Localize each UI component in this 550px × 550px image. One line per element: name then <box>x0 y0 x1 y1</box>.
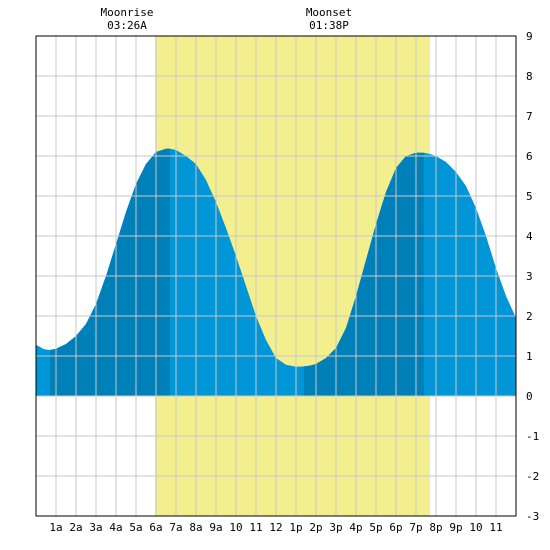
x-tick-label: 5a <box>129 521 142 534</box>
moon-event-time: 01:38P <box>309 19 349 32</box>
x-tick-label: 8p <box>429 521 442 534</box>
y-tick-label: 7 <box>526 110 533 123</box>
x-tick-label: 9a <box>209 521 222 534</box>
x-tick-label: 1a <box>49 521 62 534</box>
y-tick-label: 5 <box>526 190 533 203</box>
plot-frame <box>35 35 517 517</box>
x-tick-label: 8a <box>189 521 202 534</box>
x-tick-label: 3p <box>329 521 342 534</box>
y-tick-label: 8 <box>526 70 533 83</box>
y-tick-label: 4 <box>526 230 533 243</box>
y-tick-label: 0 <box>526 390 533 403</box>
x-tick-label: 9p <box>449 521 462 534</box>
x-tick-label: 5p <box>369 521 382 534</box>
x-tick-label: 3a <box>89 521 102 534</box>
x-tick-label: 4p <box>349 521 362 534</box>
x-tick-label: 12 <box>269 521 282 534</box>
moon-event-label: Moonrise <box>101 6 154 19</box>
y-tick-label: -3 <box>526 510 539 523</box>
x-tick-label: 10 <box>469 521 482 534</box>
y-tick-label: 9 <box>526 30 533 43</box>
x-tick-label: 7p <box>409 521 422 534</box>
x-tick-label: 2a <box>69 521 82 534</box>
moon-event-label: Moonset <box>306 6 352 19</box>
y-tick-label: -1 <box>526 430 539 443</box>
x-tick-label: 4a <box>109 521 122 534</box>
x-tick-label: 10 <box>229 521 242 534</box>
y-tick-label: 1 <box>526 350 533 363</box>
y-tick-label: 6 <box>526 150 533 163</box>
x-tick-label: 2p <box>309 521 322 534</box>
moon-event-time: 03:26A <box>107 19 147 32</box>
x-tick-label: 11 <box>489 521 502 534</box>
y-tick-label: 3 <box>526 270 533 283</box>
x-tick-label: 7a <box>169 521 182 534</box>
tide-dark-segment-1 <box>50 148 170 396</box>
axis-layer: 1a 2a 3a 4a 5a 6a 7a 8a 9a 10 11 12 1p 2p 3p 4p 5p 6p 7p 8p… <box>49 30 539 534</box>
y-tick-label: 2 <box>526 310 533 323</box>
x-tick-label: 1p <box>289 521 302 534</box>
grid-layer <box>36 36 516 516</box>
x-tick-label: 6a <box>149 521 162 534</box>
y-tick-label: -2 <box>526 470 539 483</box>
x-tick-label: 6p <box>389 521 402 534</box>
x-tick-label: 11 <box>249 521 262 534</box>
